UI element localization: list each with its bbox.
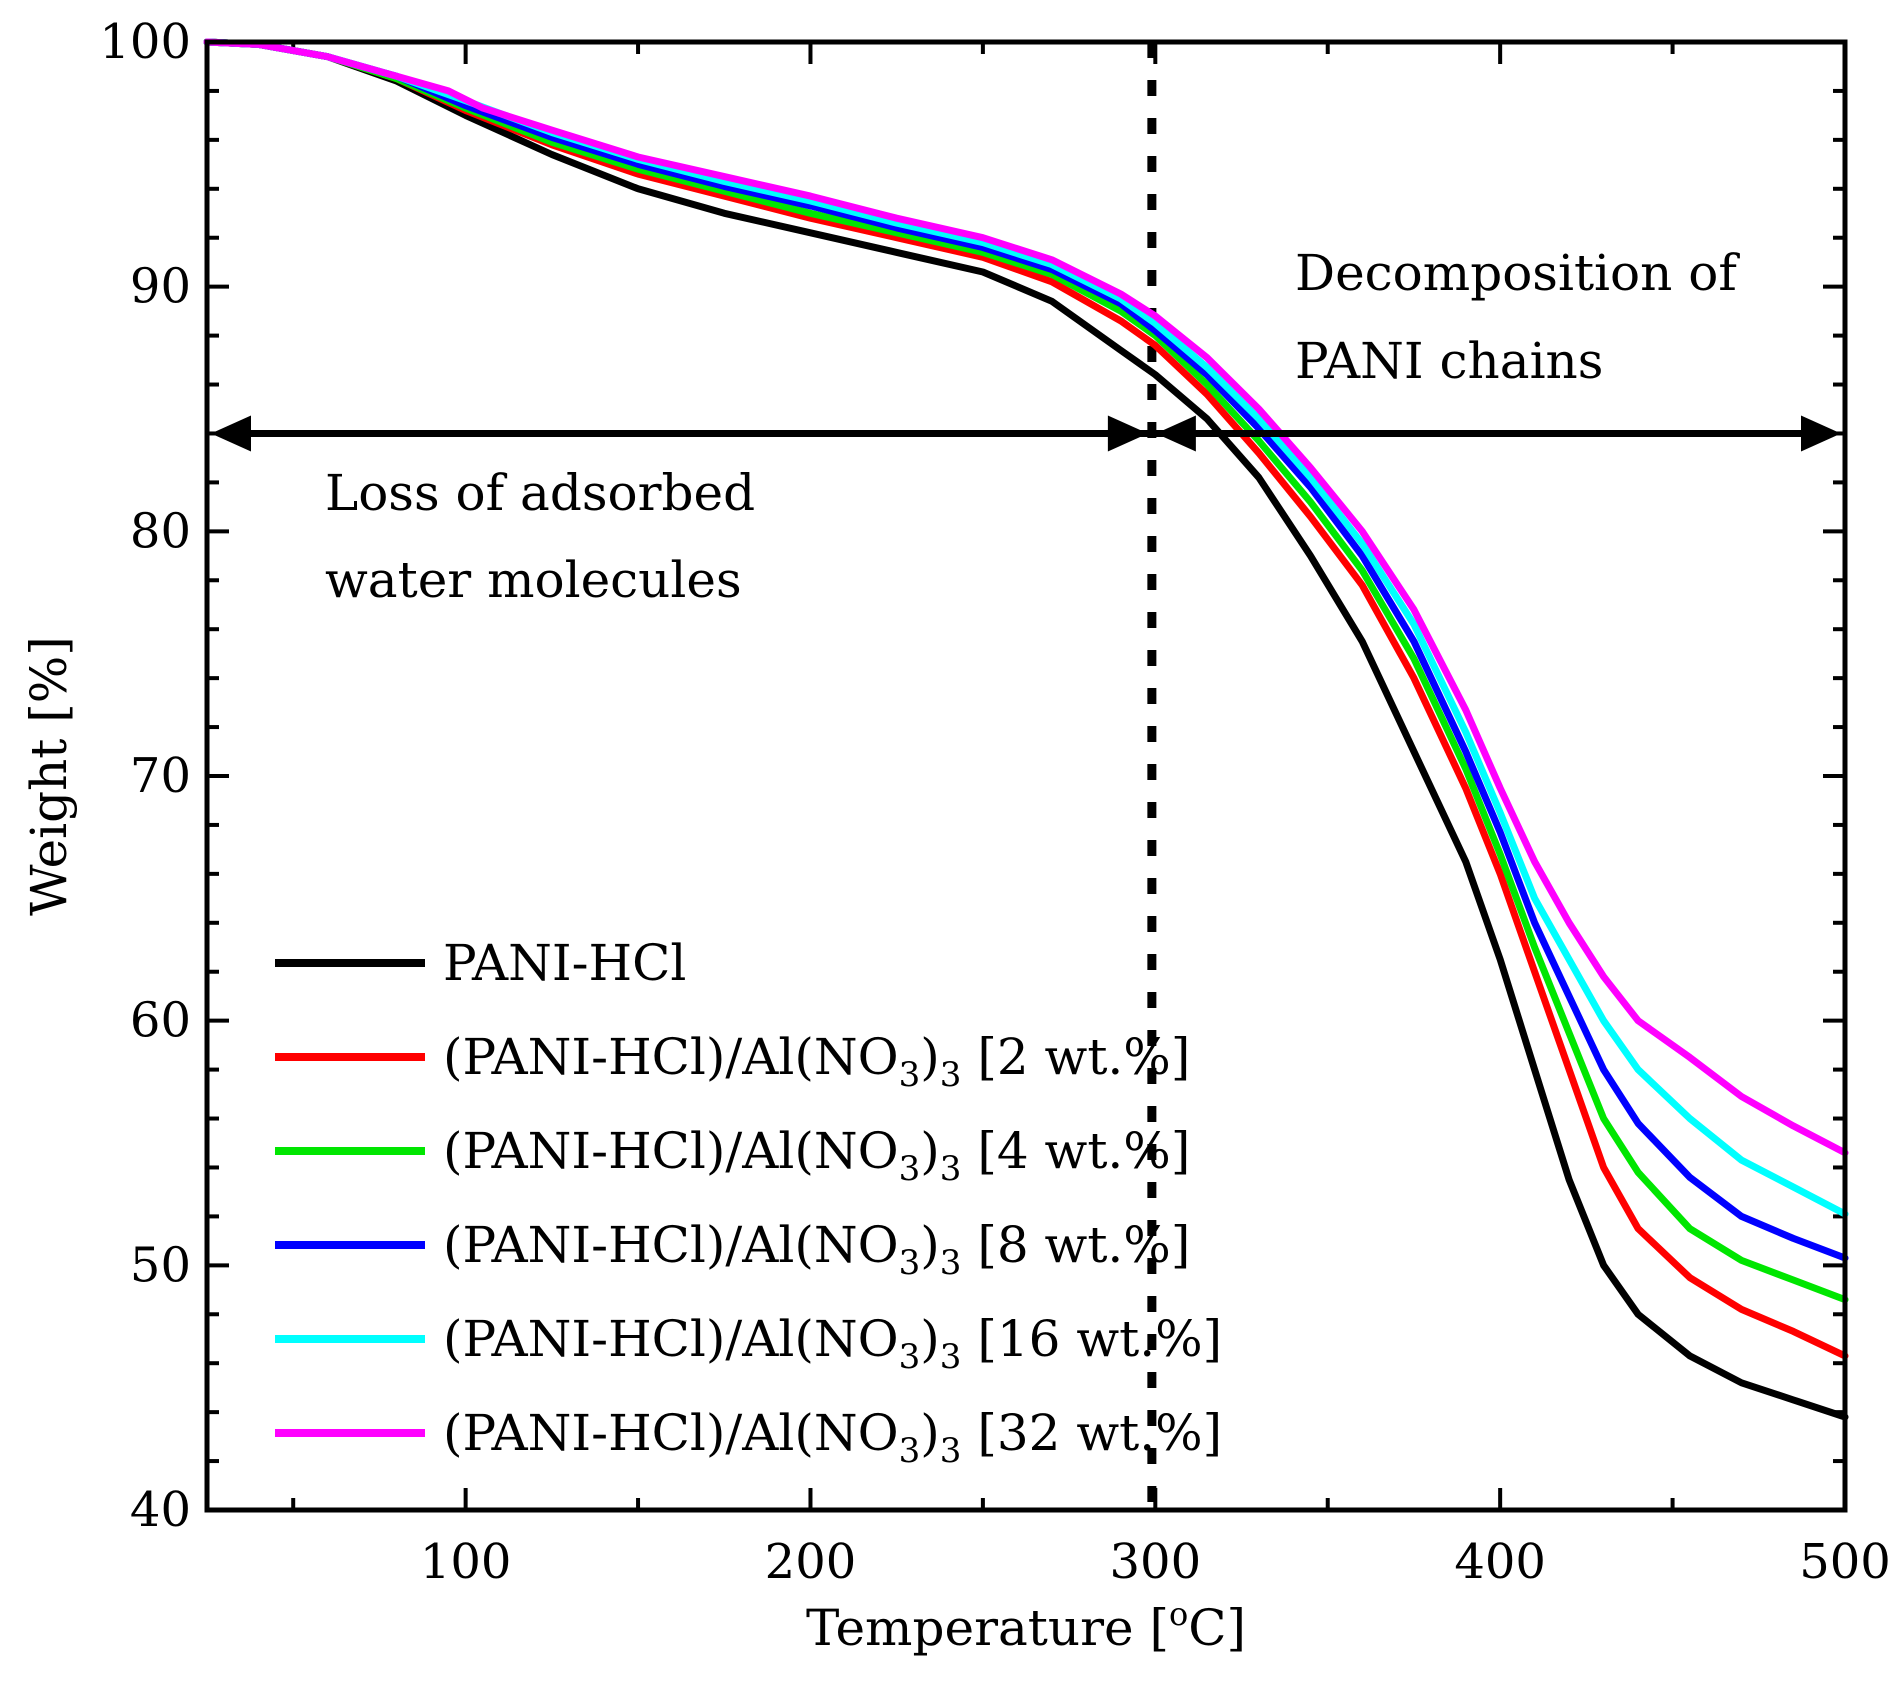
y-tick-label: 70 bbox=[130, 748, 191, 804]
x-tick-label: 300 bbox=[1110, 1534, 1202, 1590]
tick-labels: 100 200 300 400 500 40 50 60 70 80 90 100 bbox=[99, 14, 1890, 1590]
annotation-left-line2: water molecules bbox=[325, 551, 742, 609]
series-line-3 bbox=[203, 38, 1849, 1262]
x-tick-label: 500 bbox=[1799, 1534, 1891, 1590]
x-axis-label: Temperature [oC] bbox=[806, 1595, 1246, 1657]
y-tick-label: 40 bbox=[130, 1482, 191, 1538]
plot-frame bbox=[204, 39, 1848, 1513]
legend-label-1: (PANI-HCl)/Al(NO3)3 [2 wt.%] bbox=[443, 1028, 1190, 1095]
series-line-5 bbox=[203, 38, 1849, 1157]
annotation-right-line1: Decomposition of bbox=[1295, 244, 1740, 302]
legend-label-0: PANI-HCl bbox=[443, 934, 686, 992]
annotation-left-line1: Loss of adsorbed bbox=[325, 464, 755, 522]
y-tick-label: 50 bbox=[130, 1237, 191, 1293]
arrowhead-right bbox=[1801, 415, 1841, 452]
legend-label-4: (PANI-HCl)/Al(NO3)3 [16 wt.%] bbox=[443, 1310, 1222, 1377]
arrowhead-left bbox=[211, 415, 251, 452]
arrowhead-mid-left bbox=[1155, 415, 1196, 452]
x-tick-label: 100 bbox=[420, 1534, 512, 1590]
x-tick-label: 200 bbox=[765, 1534, 857, 1590]
arrowhead-mid-right bbox=[1107, 415, 1148, 452]
y-tick-label: 60 bbox=[130, 993, 191, 1049]
legend: PANI-HCl (PANI-HCl)/Al(NO3)3 [2 wt.%] (PAN… bbox=[275, 934, 1222, 1471]
y-tick-label: 100 bbox=[99, 14, 191, 70]
series-line-2 bbox=[203, 38, 1849, 1304]
legend-label-5: (PANI-HCl)/Al(NO3)3 [32 wt.%] bbox=[443, 1404, 1222, 1471]
annotation-right-line2: PANI chains bbox=[1295, 332, 1603, 390]
x-tick-label: 400 bbox=[1454, 1534, 1546, 1590]
series-lines bbox=[203, 38, 1849, 1421]
y-tick-label: 90 bbox=[130, 259, 191, 315]
legend-label-2: (PANI-HCl)/Al(NO3)3 [4 wt.%] bbox=[443, 1122, 1190, 1189]
legend-label-3: (PANI-HCl)/Al(NO3)3 [8 wt.%] bbox=[443, 1216, 1190, 1283]
region-arrows bbox=[211, 415, 1841, 452]
y-axis-label: Weight [%] bbox=[20, 636, 78, 916]
series-line-0 bbox=[203, 38, 1849, 1421]
y-tick-label: 80 bbox=[130, 503, 191, 559]
